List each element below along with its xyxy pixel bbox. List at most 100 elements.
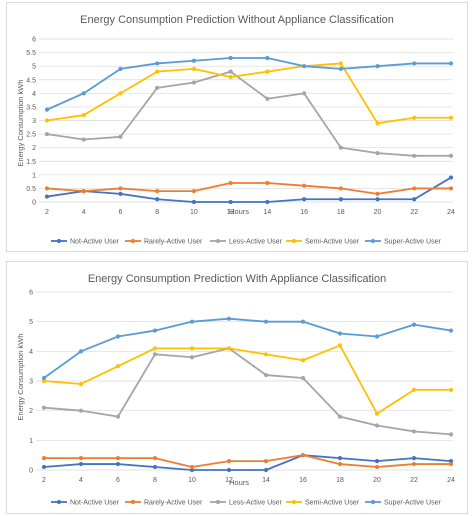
legend-item-semi-active-user: Semi-Active User: [286, 239, 360, 246]
data-point: [191, 80, 197, 85]
legend-label: Less-Active User: [229, 500, 283, 507]
data-point: [155, 69, 160, 74]
data-point: [374, 459, 380, 464]
data-point: [81, 137, 86, 142]
data-point: [44, 107, 50, 112]
x-axis-title: Hours: [229, 207, 249, 216]
data-point: [300, 358, 306, 363]
data-point: [265, 55, 270, 61]
legend-item-not-active-user: Not-Active User: [51, 239, 120, 246]
data-point: [338, 66, 343, 71]
data-point: [412, 153, 417, 158]
data-point: [375, 151, 380, 156]
x-tick-label: 22: [410, 477, 418, 484]
data-point: [265, 69, 270, 74]
data-point: [301, 197, 307, 202]
data-point: [263, 352, 269, 357]
data-point: [374, 423, 380, 428]
x-axis-title: Hours: [229, 478, 249, 487]
data-point: [448, 387, 454, 392]
y-tick-label: 1.5: [26, 159, 36, 166]
data-point: [191, 58, 197, 63]
data-point: [337, 456, 343, 461]
data-point: [118, 186, 123, 191]
data-point: [300, 319, 306, 324]
legend-item-less-active-user: Less-Active User: [210, 500, 283, 507]
y-axis-title: Energy Consumption kWh: [16, 79, 25, 166]
data-point: [411, 387, 417, 392]
data-point: [41, 464, 47, 470]
data-point: [374, 411, 380, 416]
y-tick-label: 6: [32, 37, 36, 44]
data-point: [226, 467, 232, 473]
data-point: [78, 408, 84, 413]
x-tick-label: 4: [79, 477, 83, 484]
data-point: [226, 346, 232, 351]
data-point: [265, 199, 270, 205]
x-tick-label: 10: [188, 477, 196, 484]
data-point: [375, 64, 380, 69]
legend-swatch-marker: [130, 238, 136, 244]
x-tick-label: 16: [299, 477, 307, 484]
legend: Not-Active User Rarely-Active User Less-Ac…: [51, 500, 441, 507]
data-point: [226, 316, 232, 321]
data-point: [81, 189, 86, 194]
data-point: [228, 199, 233, 205]
series-line: [46, 176, 452, 203]
data-point: [337, 414, 343, 419]
y-tick-label: 2: [29, 408, 33, 415]
x-tick-label: 22: [410, 209, 418, 216]
x-tick-label: 24: [447, 209, 455, 216]
x-tick-label: 12: [225, 477, 233, 484]
data-point: [118, 91, 123, 96]
x-tick-label: 20: [373, 477, 381, 484]
data-point: [44, 186, 50, 191]
data-point: [338, 61, 343, 66]
x-tick-label: 6: [119, 209, 123, 216]
data-point: [81, 91, 86, 96]
y-tick-label: 0.5: [26, 186, 36, 193]
x-tick-label: 24: [447, 477, 455, 484]
data-point: [300, 453, 306, 458]
series-line: [43, 347, 452, 436]
data-point: [191, 66, 197, 71]
series-rarely-active-user: [44, 180, 454, 196]
x-tick-label: 14: [263, 209, 271, 216]
data-point: [44, 131, 50, 137]
data-point: [411, 461, 417, 467]
data-point: [412, 115, 417, 120]
data-point: [155, 61, 160, 66]
data-point: [78, 381, 84, 387]
data-point: [338, 186, 343, 191]
y-tick-label: 0: [32, 200, 36, 207]
chart-panel-without-classification: Energy Consumption Prediction Without Ap…: [6, 2, 468, 252]
x-tick-label: 4: [82, 209, 86, 216]
data-point: [375, 197, 380, 202]
legend-swatch-marker: [215, 499, 221, 505]
y-tick-label: 5: [29, 319, 33, 326]
legend-swatch-marker: [291, 499, 297, 505]
data-point: [81, 112, 86, 118]
x-tick-label: 8: [153, 477, 157, 484]
y-tick-label: 0: [29, 468, 33, 475]
data-point: [448, 153, 454, 158]
data-point: [152, 464, 158, 470]
legend-label: Semi-Active User: [305, 239, 360, 246]
y-tick-label: 6: [29, 290, 33, 297]
data-point: [448, 115, 454, 120]
y-axis-title: Energy Consumption kWh: [16, 333, 25, 420]
legend-label: Super-Active User: [384, 500, 441, 507]
y-tick-label: 2: [32, 145, 36, 152]
data-point: [115, 334, 121, 339]
data-point: [191, 199, 197, 205]
data-point: [189, 346, 195, 351]
legend-swatch-marker: [370, 238, 376, 244]
y-tick-label: 4: [32, 91, 36, 98]
data-point: [41, 405, 47, 410]
data-point: [263, 459, 269, 464]
legend-item-semi-active-user: Semi-Active User: [286, 500, 360, 507]
legend-label: Rarely-Active User: [144, 500, 203, 507]
data-point: [228, 74, 233, 80]
data-point: [337, 331, 343, 336]
legend-swatch-marker: [291, 238, 297, 244]
